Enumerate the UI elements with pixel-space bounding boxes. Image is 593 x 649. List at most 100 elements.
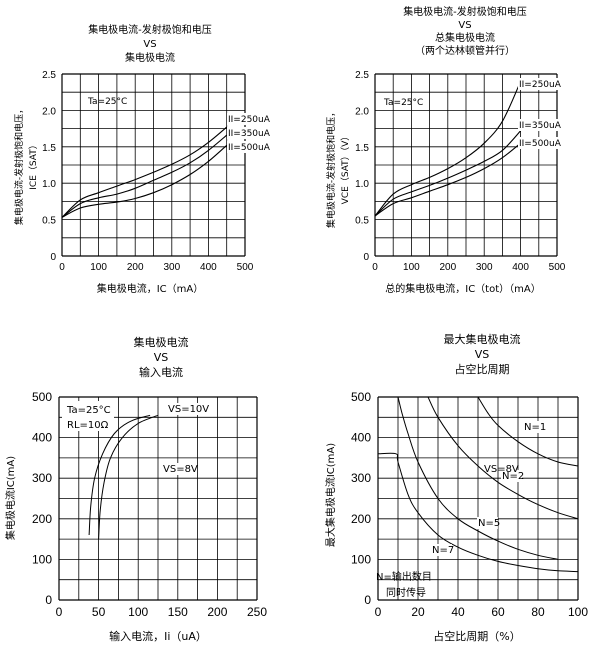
p2-xtick-label: 300 xyxy=(476,262,493,273)
p3-series-label-bg xyxy=(167,403,207,415)
p4-series-label: N=7 xyxy=(432,545,454,556)
p4-xtick-label: 20 xyxy=(411,605,425,619)
p1-series-labels: II=250uA II=350uA II=500uA xyxy=(227,113,280,153)
p4-xtick-label: 100 xyxy=(568,605,588,619)
p1-xtick-label: 0 xyxy=(59,262,65,273)
p2-title-2: VS xyxy=(458,20,471,31)
p4-ytick-label: 0 xyxy=(364,593,371,607)
p2-ticks: 0 100 200 300 400 500 0 0.5 1.0 1.5 2.0 2.5 xyxy=(355,70,566,273)
p2-ylabel-2: VCE（SAT）（V） xyxy=(340,132,351,205)
p3-annotation-rl: RL=10Ω xyxy=(67,420,109,431)
p1-ytick-label: 0.5 xyxy=(42,216,56,227)
p4-series-line xyxy=(377,452,579,573)
panel-4: 最大集电极电流 VS 占空比周期 最大集电极电流IC(mA) 占空比周期（%） … xyxy=(324,332,588,643)
panel-3: 集电极电流 VS 输入电流 集电极电流IC(mA) 输入电流，Ii（uA） 0 5… xyxy=(4,335,267,643)
p1-xtick-label: 300 xyxy=(163,262,180,273)
p2-ytick-label: 0 xyxy=(363,252,369,263)
p3-title-2: VS xyxy=(154,351,169,364)
p4-series-label-bg xyxy=(431,544,452,556)
p4-xtick-label: 80 xyxy=(531,605,545,619)
p3-xtick-label: 50 xyxy=(92,605,106,619)
p3-ylabel: 集电极电流IC(mA) xyxy=(4,456,17,540)
p2-xtick-label: 500 xyxy=(549,262,566,273)
p2-ytick-label: 1.5 xyxy=(355,143,369,154)
p3-xtick-label: 0 xyxy=(56,605,63,619)
p1-ylabel-1: 集电极电流-发射极饱和电压， xyxy=(13,105,25,225)
p3-xtick-label: 150 xyxy=(168,605,188,619)
p3-lines xyxy=(88,414,159,540)
p4-grid xyxy=(377,396,579,601)
p3-ytick-label: 100 xyxy=(32,552,52,566)
p3-ytick-label: 200 xyxy=(32,512,52,526)
p2-ylabel-1: 集电极电流-发射极饱和电压， xyxy=(325,108,337,228)
p2-series-label: II=350uA xyxy=(519,121,562,131)
p2-ytick-label: 0.5 xyxy=(355,216,369,227)
p4-series-label-bg xyxy=(523,421,544,433)
p4-series-line xyxy=(477,396,579,467)
p4-xtick-label: 60 xyxy=(491,605,505,619)
p4-ytick-label: 500 xyxy=(351,390,371,404)
p4-ticks: 0 20 40 60 80 100 0 100 200 300 400 500 xyxy=(351,390,588,619)
p2-xlabel: 总的集电极电流，IC（tot）（mA） xyxy=(385,282,540,295)
p4-series-labels: N=1 N=2 N=5 N=7 xyxy=(431,421,546,556)
p3-ytick-label: 300 xyxy=(32,471,52,485)
p1-lines xyxy=(61,126,228,218)
p1-series-label-bg xyxy=(227,127,280,139)
p1-ytick-label: 1.5 xyxy=(42,143,56,154)
p2-xtick-label: 100 xyxy=(403,262,420,273)
p4-ytick-label: 200 xyxy=(351,512,371,526)
p3-xtick-label: 250 xyxy=(247,605,267,619)
p2-annotation-ta: Ta=25°C xyxy=(383,98,423,108)
p2-series-labels: II=250uA II=350uA II=500uA xyxy=(518,78,571,149)
p1-xtick-label: 500 xyxy=(237,262,254,273)
p4-series-line xyxy=(397,396,559,560)
p1-xtick-label: 100 xyxy=(90,262,107,273)
p3-xtick-label: 200 xyxy=(207,605,227,619)
p2-series-label: II=250uA xyxy=(519,80,562,90)
p3-annotation-box xyxy=(62,401,114,431)
p4-title-1: 最大集电极电流 xyxy=(444,332,521,346)
p2-title-3: 总集电极电流 xyxy=(435,31,495,44)
p1-series-label-bg xyxy=(227,113,280,125)
p4-annotation-n-def: N=输出数目 xyxy=(376,570,432,583)
p1-xtick-label: 400 xyxy=(200,262,217,273)
p1-xtick-label: 200 xyxy=(127,262,144,273)
p1-series-label: II=350uA xyxy=(228,129,271,139)
p4-title-3: 占空比周期 xyxy=(455,362,510,376)
p3-ticks: 0 50 100 150 200 250 0 100 200 300 400 500 xyxy=(32,390,267,619)
p2-series-line xyxy=(374,130,522,217)
p3-series-line xyxy=(88,414,151,536)
p1-series-line xyxy=(61,126,228,218)
p2-ytick-label: 2.5 xyxy=(355,70,369,81)
p3-title-3: 输入电流 xyxy=(139,365,183,379)
p2-series-label: II=500uA xyxy=(519,139,562,149)
p1-title-2: VS xyxy=(143,39,156,50)
p1-series-label: II=500uA xyxy=(228,143,271,153)
p4-annotation-vs: VS=8V xyxy=(484,464,519,475)
p3-series-label: VS=10V xyxy=(168,404,209,415)
p3-ytick-label: 400 xyxy=(32,431,52,445)
p1-ytick-label: 2.5 xyxy=(42,70,56,81)
p2-series-line xyxy=(374,81,522,217)
p4-lines xyxy=(377,396,579,573)
p2-lines xyxy=(374,81,522,217)
p4-series-label-bg xyxy=(501,470,522,482)
p3-ytick-label: 500 xyxy=(32,390,52,404)
p1-annotation-ta: Ta=25°C xyxy=(87,97,127,107)
p3-series-line xyxy=(98,414,159,540)
p1-ylabel-2: ICE（SAT） xyxy=(28,140,39,189)
p4-series-label: N=2 xyxy=(502,471,524,482)
p4-series-label-bg xyxy=(477,517,498,529)
p2-series-label-bg xyxy=(518,119,571,131)
p2-xtick-label: 0 xyxy=(372,262,378,273)
p2-series-label-bg xyxy=(518,137,571,149)
p3-annotation-ta: Ta=25°C xyxy=(66,405,111,416)
p2-ytick-label: 2.0 xyxy=(355,106,369,117)
p4-ytick-label: 100 xyxy=(351,552,371,566)
p2-xtick-label: 400 xyxy=(512,262,529,273)
p1-ytick-label: 2.0 xyxy=(42,106,56,117)
p1-series-label-bg xyxy=(227,141,280,153)
p1-series-line xyxy=(61,144,228,218)
p2-series-label-bg xyxy=(518,78,571,90)
